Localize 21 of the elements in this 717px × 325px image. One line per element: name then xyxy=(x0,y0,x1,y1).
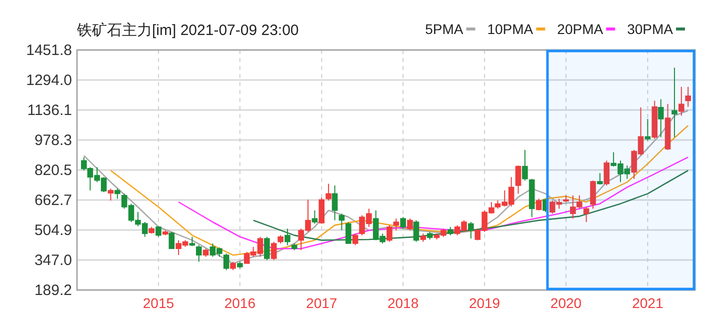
y-tick-label: 978.3 xyxy=(34,132,72,150)
x-tick-label: 2016 xyxy=(224,295,256,311)
x-tick-label: 2018 xyxy=(387,295,419,311)
y-tick-label: 662.7 xyxy=(34,192,72,209)
y-tick-label: 820.5 xyxy=(34,162,72,179)
y-tick-label: 189.2 xyxy=(34,282,72,299)
y-tick-label: 1294.0 xyxy=(26,72,72,89)
y-tick-label: 504.9 xyxy=(34,222,72,239)
x-tick-label: 2015 xyxy=(142,295,174,311)
x-tick-label: 2020 xyxy=(550,295,582,311)
x-tick-label: 2017 xyxy=(306,295,338,311)
y-tick-label: 1136.1 xyxy=(27,102,72,120)
y-tick-label: 1451.8 xyxy=(26,42,72,59)
x-tick-label: 2019 xyxy=(468,295,500,311)
y-tick-label: 347.0 xyxy=(34,252,72,270)
legend-label: 20PMA xyxy=(557,21,604,37)
legend-label: 30PMA xyxy=(627,21,674,37)
chart-title: 铁矿石主力[im] 2021-07-09 23:00 xyxy=(76,22,299,39)
legend-label: 5PMA xyxy=(425,21,464,37)
legend-label: 10PMA xyxy=(487,21,534,37)
x-tick-label: 2021 xyxy=(632,295,664,311)
